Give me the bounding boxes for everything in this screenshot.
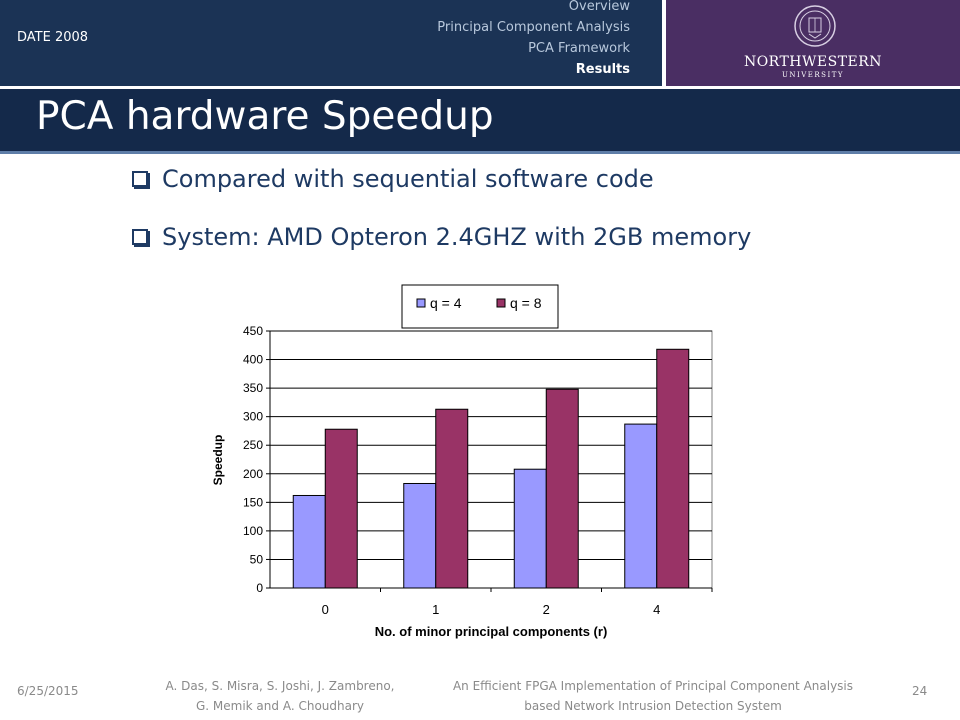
bullet-item: System: AMD Opteron 2.4GHZ with 2GB memo… bbox=[132, 223, 751, 251]
bar bbox=[513, 468, 547, 589]
header-left-band: DATE 2008 Overview Principal Component A… bbox=[0, 0, 662, 86]
page-number: 24 bbox=[912, 684, 928, 698]
paper-title-line: based Network Intrusion Detection System bbox=[524, 699, 782, 713]
legend-swatch bbox=[416, 298, 426, 308]
university-logo-band: NORTHWESTERN UNIVERSITY bbox=[666, 0, 960, 86]
y-tick-label: 50 bbox=[250, 552, 264, 566]
nav-item-results[interactable]: Results bbox=[575, 62, 630, 77]
y-tick-label: 0 bbox=[256, 581, 263, 595]
nav-item-framework[interactable]: PCA Framework bbox=[528, 41, 630, 56]
x-tick-label: 0 bbox=[322, 602, 329, 617]
bar bbox=[324, 428, 358, 589]
footer-paper-title: An Efficient FPGA Implementation of Prin… bbox=[428, 676, 878, 716]
checkbox-bullet-icon bbox=[132, 171, 148, 187]
y-axis-label: Speedup bbox=[211, 435, 225, 486]
authors-line: A. Das, S. Misra, S. Joshi, J. Zambreno, bbox=[165, 679, 395, 693]
bullet-text: System: AMD Opteron 2.4GHZ with 2GB memo… bbox=[162, 223, 752, 251]
bar bbox=[292, 494, 326, 589]
legend-box bbox=[401, 284, 559, 329]
slide-title: PCA hardware Speedup bbox=[36, 94, 494, 139]
y-tick-label: 200 bbox=[243, 467, 263, 481]
bar bbox=[545, 388, 579, 589]
x-tick-label: 1 bbox=[432, 602, 439, 617]
section-nav: Overview Principal Component Analysis PC… bbox=[437, 0, 630, 80]
legend-swatch bbox=[496, 298, 506, 308]
x-tick-label: 4 bbox=[653, 602, 660, 617]
x-axis-label: No. of minor principal components (r) bbox=[375, 624, 608, 639]
y-tick-label: 100 bbox=[243, 524, 263, 538]
y-tick-label: 150 bbox=[243, 495, 263, 509]
y-tick-label: 450 bbox=[243, 324, 263, 338]
authors-line: G. Memik and A. Choudhary bbox=[195, 699, 364, 713]
bar bbox=[435, 408, 469, 589]
bullet-text: Compared with sequential software code bbox=[162, 165, 654, 193]
conference-label: DATE 2008 bbox=[17, 30, 89, 45]
nav-item-overview[interactable]: Overview bbox=[568, 0, 630, 14]
y-tick-label: 350 bbox=[243, 381, 263, 395]
bar bbox=[403, 482, 437, 589]
university-seal-icon bbox=[794, 5, 836, 47]
legend-label: q = 8 bbox=[510, 295, 542, 311]
y-tick-label: 400 bbox=[243, 353, 263, 367]
y-tick-label: 250 bbox=[243, 438, 263, 452]
university-subtitle: UNIVERSITY bbox=[781, 71, 845, 79]
y-tick-label: 300 bbox=[243, 410, 263, 424]
nav-item-pca[interactable]: Principal Component Analysis bbox=[437, 20, 630, 35]
university-name: NORTHWESTERN bbox=[743, 54, 883, 70]
paper-title-line: An Efficient FPGA Implementation of Prin… bbox=[452, 679, 854, 693]
footer-date: 6/25/2015 bbox=[17, 684, 79, 698]
checkbox-bullet-icon bbox=[132, 229, 148, 245]
bar bbox=[624, 423, 658, 589]
slide-header: DATE 2008 Overview Principal Component A… bbox=[0, 0, 960, 88]
footer-authors: A. Das, S. Misra, S. Joshi, J. Zambreno,… bbox=[146, 676, 414, 716]
legend-label: q = 4 bbox=[430, 295, 462, 311]
x-tick-label: 2 bbox=[543, 602, 550, 617]
bullet-item: Compared with sequential software code bbox=[132, 165, 654, 193]
bar bbox=[656, 348, 690, 589]
title-bar: PCA hardware Speedup bbox=[0, 89, 960, 154]
